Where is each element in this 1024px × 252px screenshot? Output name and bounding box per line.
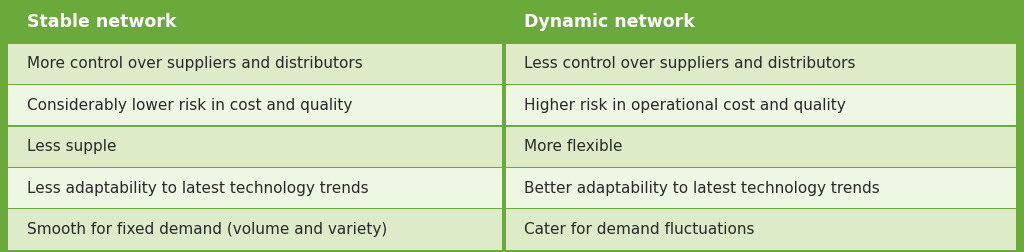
Text: Less supple: Less supple (27, 139, 116, 154)
Bar (8, 127, 502, 167)
Text: Better adaptability to latest technology trends: Better adaptability to latest technology… (524, 181, 881, 196)
Text: Stable network: Stable network (27, 13, 176, 31)
Text: Dynamic network: Dynamic network (524, 13, 695, 31)
Text: Considerably lower risk in cost and quality: Considerably lower risk in cost and qual… (27, 98, 352, 113)
Bar (8, 85, 502, 125)
Text: Cater for demand fluctuations: Cater for demand fluctuations (524, 222, 755, 237)
Text: Less adaptability to latest technology trends: Less adaptability to latest technology t… (27, 181, 369, 196)
Bar (506, 168, 1016, 208)
Text: More flexible: More flexible (524, 139, 623, 154)
Bar (8, 209, 502, 250)
Bar (8, 44, 502, 84)
Bar (506, 2, 1016, 43)
Text: Higher risk in operational cost and quality: Higher risk in operational cost and qual… (524, 98, 846, 113)
Text: Less control over suppliers and distributors: Less control over suppliers and distribu… (524, 56, 856, 71)
Bar (8, 168, 502, 208)
Text: Smooth for fixed demand (volume and variety): Smooth for fixed demand (volume and vari… (27, 222, 387, 237)
Bar (506, 44, 1016, 84)
Bar (8, 2, 502, 43)
Bar (506, 209, 1016, 250)
Bar (506, 127, 1016, 167)
Bar (506, 85, 1016, 125)
Text: More control over suppliers and distributors: More control over suppliers and distribu… (27, 56, 362, 71)
